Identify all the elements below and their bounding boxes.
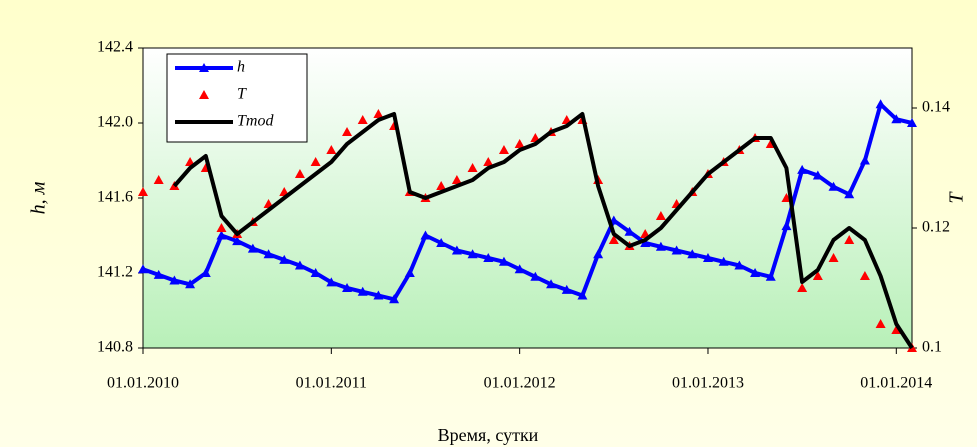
- marker: [514, 264, 525, 274]
- marker: [483, 157, 494, 166]
- x-tick-label: 01.01.2013: [672, 375, 744, 392]
- marker: [263, 249, 274, 259]
- marker: [655, 241, 666, 251]
- y-tick-label: 141.6: [97, 189, 133, 206]
- marker: [671, 245, 682, 255]
- marker: [294, 260, 305, 270]
- marker: [420, 230, 431, 240]
- marker: [216, 223, 227, 232]
- marker: [342, 127, 353, 136]
- y2-tick-label: 0.12: [922, 219, 950, 236]
- marker: [844, 189, 855, 199]
- marker: [844, 235, 855, 244]
- marker: [624, 226, 635, 236]
- marker: [828, 181, 839, 191]
- marker: [608, 235, 619, 244]
- marker: [326, 145, 337, 154]
- marker: [593, 249, 604, 259]
- y-tick-label: 142.4: [97, 39, 133, 56]
- marker: [498, 256, 509, 266]
- marker: [247, 243, 258, 253]
- marker: [153, 175, 164, 184]
- marker: [326, 277, 337, 287]
- marker: [640, 238, 651, 247]
- marker: [373, 109, 384, 118]
- marker: [781, 221, 792, 231]
- marker: [891, 114, 902, 124]
- marker: [812, 271, 823, 280]
- marker: [200, 268, 211, 277]
- marker: [891, 325, 902, 334]
- y-axis-label: h, м: [28, 181, 50, 214]
- x-axis-label: Время, сутки: [438, 425, 539, 445]
- marker: [687, 249, 698, 259]
- x-tick-label: 01.01.2011: [296, 375, 367, 392]
- marker: [702, 253, 713, 262]
- marker: [734, 260, 745, 270]
- marker: [436, 181, 447, 190]
- y-tick-label: 140.8: [97, 339, 133, 356]
- marker: [451, 245, 462, 255]
- marker: [169, 275, 180, 285]
- marker: [797, 283, 808, 292]
- marker: [357, 115, 368, 124]
- marker: [310, 157, 321, 166]
- marker: [294, 169, 305, 178]
- series-line: [172, 112, 914, 350]
- marker: [859, 271, 870, 280]
- marker: [655, 211, 666, 220]
- marker: [577, 290, 588, 300]
- marker: [859, 155, 870, 165]
- marker: [765, 271, 776, 281]
- marker: [907, 118, 917, 127]
- x-tick-label: 01.01.2012: [484, 375, 556, 392]
- y2-tick-label: 0.14: [922, 99, 950, 116]
- marker: [812, 170, 823, 180]
- y2-axis-label: T: [946, 191, 968, 204]
- legend-label: h: [237, 59, 245, 76]
- marker: [561, 284, 572, 294]
- marker: [404, 268, 415, 277]
- legend-marker: [199, 63, 209, 72]
- marker: [232, 236, 243, 246]
- marker: [514, 139, 525, 148]
- marker: [153, 269, 164, 279]
- marker: [373, 290, 384, 300]
- marker: [138, 187, 148, 196]
- y-tick-label: 141.2: [97, 264, 133, 281]
- marker: [451, 175, 462, 184]
- marker: [216, 230, 227, 240]
- y-tick-label: 142.0: [97, 114, 133, 131]
- marker: [138, 264, 148, 274]
- marker: [483, 253, 494, 262]
- marker: [467, 163, 478, 172]
- marker: [875, 319, 886, 328]
- marker: [750, 268, 761, 277]
- legend-label: T: [237, 86, 247, 103]
- marker: [498, 145, 509, 154]
- marker: [185, 279, 196, 289]
- marker: [279, 254, 290, 264]
- x-tick-label: 01.01.2010: [107, 375, 179, 392]
- marker: [797, 164, 808, 174]
- marker: [357, 286, 368, 296]
- marker: [828, 253, 839, 262]
- marker: [875, 99, 886, 109]
- marker: [718, 256, 729, 266]
- marker: [310, 268, 321, 277]
- x-tick-label: 01.01.2014: [860, 375, 932, 392]
- marker: [530, 271, 541, 281]
- marker: [342, 283, 353, 292]
- legend-marker: [199, 90, 209, 99]
- marker: [389, 294, 400, 304]
- marker: [436, 238, 447, 247]
- y2-tick-label: 0.1: [922, 339, 942, 356]
- legend-label: Tmod: [237, 113, 274, 130]
- marker: [467, 249, 478, 259]
- marker: [546, 279, 557, 289]
